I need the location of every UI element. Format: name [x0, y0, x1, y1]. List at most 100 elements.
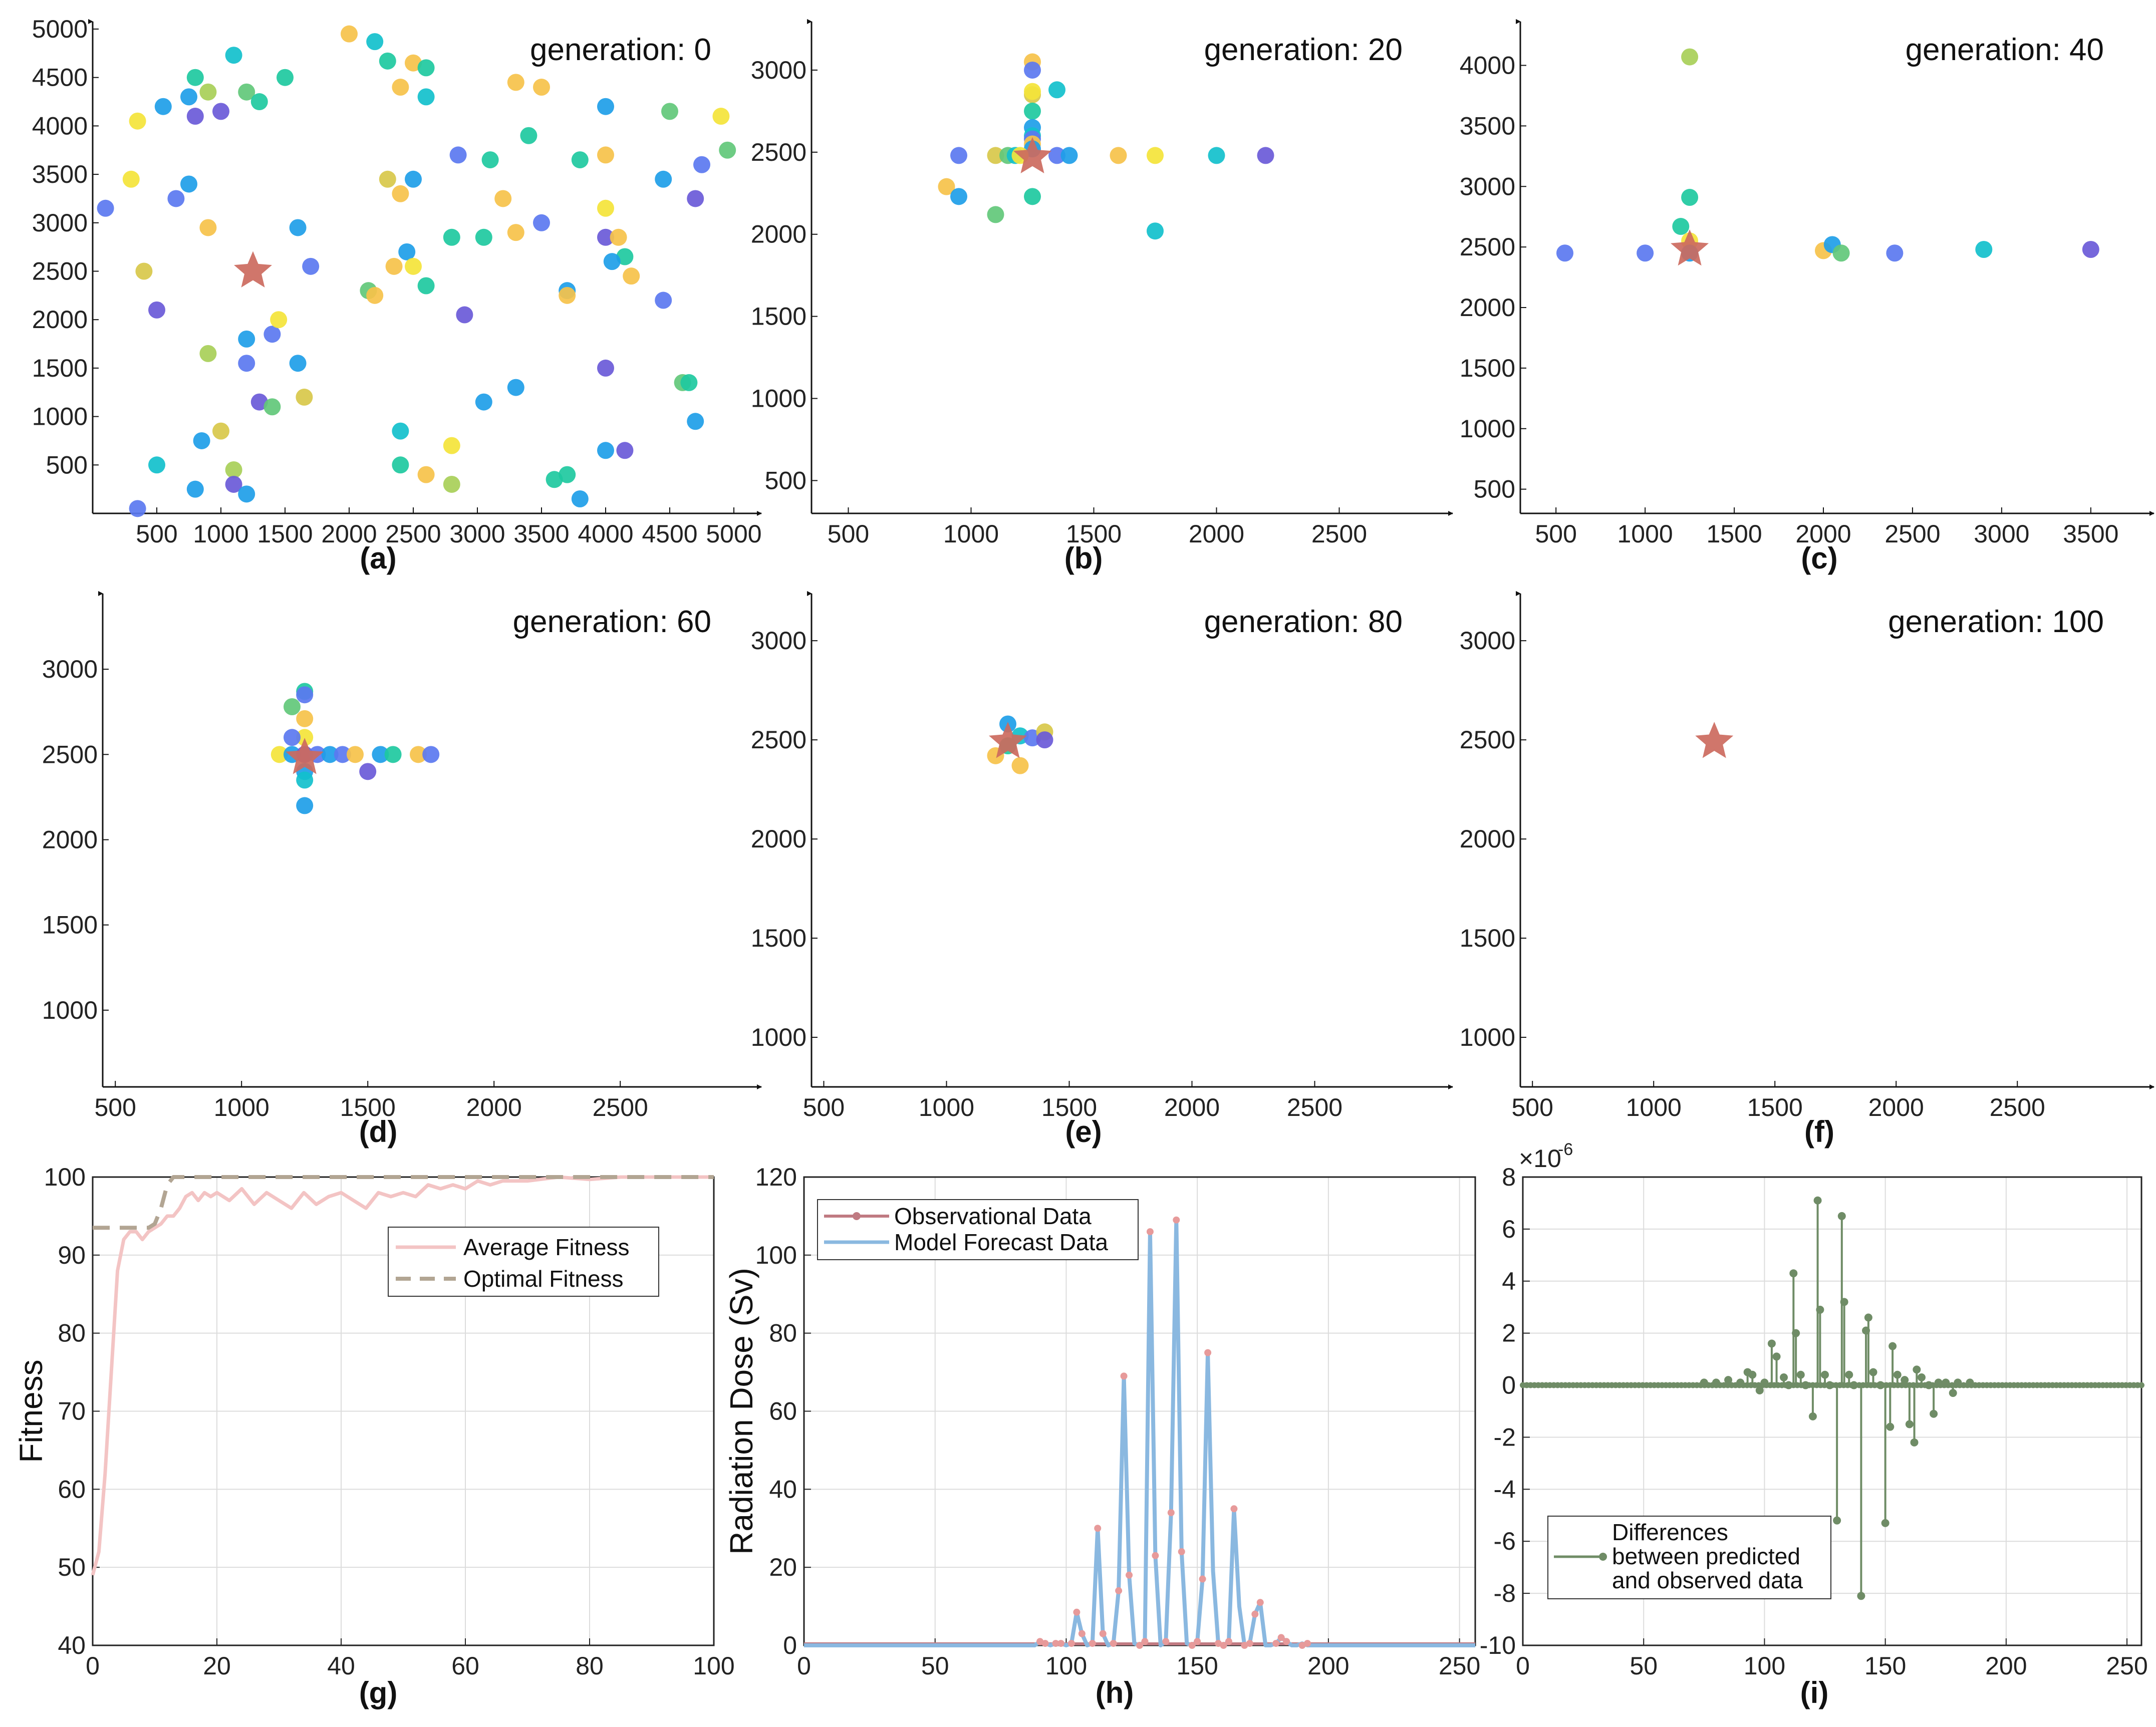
population-point [1048, 81, 1065, 99]
x-tick-label: 1500 [340, 1093, 396, 1121]
population-point [392, 422, 409, 440]
panel-label-c: (c) [1801, 541, 1837, 575]
difference-stem-marker [1917, 1373, 1926, 1381]
panel-e: 500 1000 1500 2000 2500 1000 1500 2000 2500 3000 g… [751, 591, 1453, 1148]
difference-stem-marker [1833, 1516, 1841, 1525]
population-point [263, 326, 281, 343]
y-tick-label: 60 [769, 1397, 797, 1425]
population-point [238, 485, 255, 503]
population-point [199, 345, 217, 362]
y-tick-label: 1500 [1460, 354, 1515, 382]
population-point [559, 286, 576, 304]
difference-stem-marker [1889, 1342, 1897, 1350]
y-tick-label: -2 [1494, 1423, 1516, 1451]
y-tick-label: 2500 [1460, 233, 1515, 261]
difference-stem-marker [1767, 1339, 1776, 1348]
population-point [186, 480, 204, 498]
population-point [321, 746, 339, 763]
population-point [1147, 222, 1164, 240]
observation-marker [1089, 1640, 1096, 1647]
observation-marker [1146, 1228, 1154, 1236]
y-tick-label: 3000 [32, 209, 88, 237]
population-point [289, 355, 307, 372]
y-tick-label: 2500 [751, 726, 806, 754]
difference-stem-marker [1760, 1378, 1769, 1387]
x-tick-label: 1000 [919, 1093, 974, 1121]
panel-label-d: (d) [359, 1115, 398, 1148]
population-point [507, 74, 524, 91]
observation-marker [1120, 1372, 1128, 1380]
population-point [1147, 147, 1164, 164]
population-point [417, 88, 435, 106]
legend-g: Average Fitness Optimal Fitness [388, 1227, 659, 1297]
x-tick-label: 1500 [1066, 520, 1122, 548]
y-tick-label: 2000 [42, 825, 98, 853]
population-point [938, 178, 955, 195]
panel-title-b: generation: 20 [1204, 33, 1403, 67]
population-point [334, 746, 351, 763]
panel-title-d: generation: 60 [513, 605, 711, 639]
population-point [475, 393, 492, 411]
population-point [193, 432, 210, 449]
x-tick-label: 0 [86, 1652, 100, 1680]
difference-stem-marker [1796, 1370, 1805, 1379]
x-tick-label: 200 [1985, 1652, 2027, 1680]
population-point [597, 199, 614, 217]
y-tick-label: 60 [58, 1475, 86, 1503]
y-tick-label: 500 [765, 466, 806, 494]
y-tick-label: -6 [1494, 1527, 1516, 1555]
legend-box [388, 1227, 659, 1297]
observation-marker [1225, 1638, 1232, 1645]
population-point [507, 224, 524, 241]
population-point [597, 146, 614, 164]
x-tick-label: 2000 [466, 1093, 522, 1121]
population-point [693, 156, 710, 173]
panel-b: 500 1000 1500 2000 2500 500 1000 1500 2000 2500 30… [751, 19, 1453, 575]
x-tick-label: 0 [797, 1652, 811, 1680]
population-point [1024, 102, 1041, 120]
population-point [284, 729, 301, 746]
x-tick-label: 80 [576, 1652, 604, 1680]
y-tick-label: 1500 [42, 911, 98, 939]
population-point [1681, 189, 1699, 206]
y-tick-label: 1000 [1460, 1023, 1515, 1051]
population-point [302, 257, 320, 275]
y-axis-label-h: Radiation Dose (Sv) [723, 1268, 759, 1555]
population-point [1637, 244, 1654, 262]
population-point [603, 253, 621, 270]
y-tick-label: 2 [1502, 1319, 1516, 1347]
x-tick-label: 2500 [1990, 1093, 2045, 1121]
difference-stem-marker [1825, 1381, 1834, 1389]
population-point [533, 214, 550, 231]
y-tick-label: 1000 [751, 1023, 806, 1051]
y-tick-label: 500 [46, 451, 88, 479]
population-point [1011, 757, 1029, 774]
y-tick-label: 90 [58, 1241, 86, 1269]
panel-title-a: generation: 0 [530, 33, 711, 67]
population-point [661, 103, 678, 120]
observation-marker [1246, 1640, 1253, 1647]
y-tick-label: 20 [769, 1553, 797, 1581]
observation-marker [1136, 1642, 1143, 1649]
y-tick-label: 3000 [1460, 172, 1515, 200]
population-point [417, 277, 435, 295]
population-point [250, 393, 268, 411]
observation-marker [1141, 1638, 1149, 1645]
population-point [271, 746, 288, 763]
population-point [122, 170, 140, 188]
observation-marker [1220, 1642, 1227, 1649]
x-tick-label: 3000 [1974, 520, 2029, 548]
average-fitness-line [91, 1175, 714, 1576]
population-point [2082, 240, 2099, 258]
population-point [186, 69, 204, 86]
legend-label-forecast: Model Forecast Data [894, 1229, 1108, 1255]
x-tick-label: 500 [828, 520, 869, 548]
population-point [238, 83, 255, 101]
x-tick-label: 500 [136, 520, 177, 548]
y-tick-label: 70 [58, 1397, 86, 1425]
legend-label-observational: Observational Data [894, 1203, 1092, 1229]
observation-marker [1094, 1525, 1102, 1532]
population-point [1024, 83, 1041, 100]
x-tick-label: 3000 [449, 520, 505, 548]
